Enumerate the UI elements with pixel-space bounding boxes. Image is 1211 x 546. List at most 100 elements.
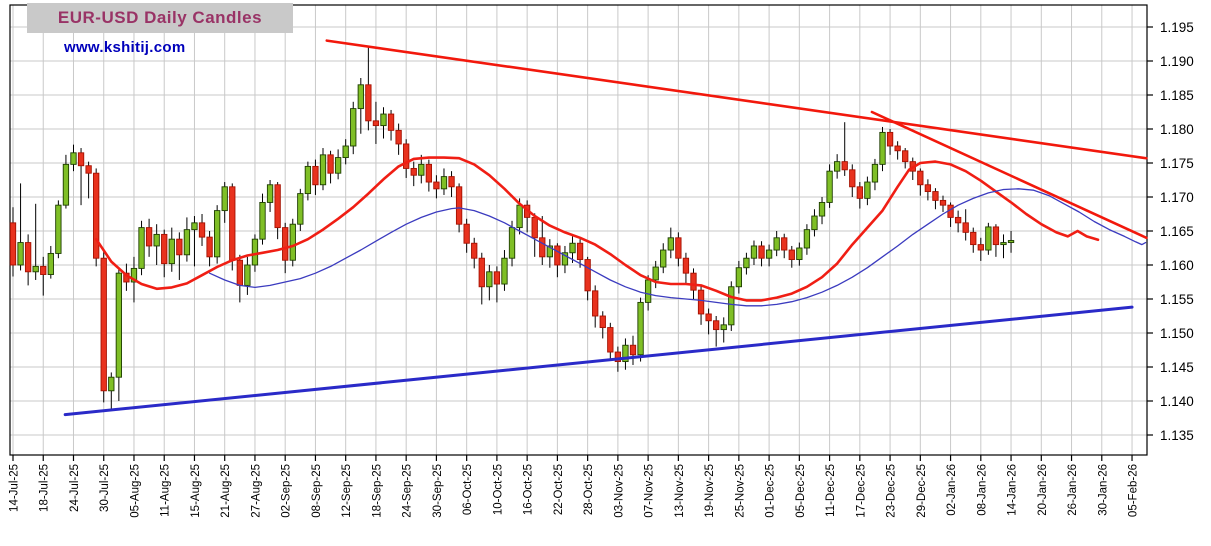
x-tick-label: 05-Dec-25	[795, 464, 807, 518]
candle-body	[24, 242, 32, 273]
bull-candle	[818, 197, 826, 225]
x-tick-label: 30-Sep-25	[432, 464, 444, 518]
candle-body	[486, 271, 493, 288]
bear-candle	[365, 47, 372, 131]
bear-candle	[410, 161, 417, 187]
watermark-link[interactable]: www.kshitij.com	[64, 39, 186, 56]
bear-candle	[40, 256, 47, 296]
candle-body	[546, 245, 553, 258]
candle-body	[599, 315, 606, 329]
x-tick-label: 14-Jul-25	[9, 464, 21, 512]
bull-candle	[115, 268, 123, 401]
bull-candle	[765, 244, 773, 267]
bull-candle	[168, 227, 175, 272]
candle-body	[403, 143, 410, 169]
candle-body	[319, 154, 327, 186]
bear-candle	[856, 182, 863, 209]
candle-body	[788, 249, 795, 261]
chart-title-box: EUR-USD Daily Candles	[27, 3, 293, 33]
x-tick-label: 14-Jan-26	[1007, 464, 1019, 516]
x-tick-label: 27-Aug-25	[250, 464, 262, 518]
bear-candle	[758, 241, 765, 267]
x-tick-label: 24-Sep-25	[402, 464, 414, 518]
candle-body	[818, 201, 826, 217]
bull-candle	[743, 252, 750, 275]
candle-body	[425, 163, 433, 183]
x-tick-label: 02-Jan-26	[946, 464, 958, 516]
bull-candle	[728, 281, 735, 331]
x-axis: 14-Jul-25 18-Jul-25 24-Jul-25 30-Jul-25 05-A…	[9, 455, 1140, 518]
candle-body	[758, 245, 765, 259]
y-tick-label: 1.140	[1160, 394, 1194, 409]
bull-candle	[871, 158, 879, 191]
candle-body	[176, 238, 183, 256]
bear-candle	[523, 200, 531, 233]
bear-candle	[629, 335, 637, 365]
candle-body	[191, 222, 198, 231]
bull-candle	[108, 372, 115, 410]
bull-candle	[17, 183, 24, 271]
x-tick-label: 01-Dec-25	[765, 464, 777, 518]
candle-body	[682, 257, 690, 274]
bear-candle	[448, 171, 455, 197]
candle-body	[289, 223, 296, 261]
candle-body	[1000, 242, 1007, 246]
bull-candle	[811, 209, 818, 237]
candle-body	[1007, 240, 1015, 244]
bull-candle	[622, 338, 629, 370]
chart-title: EUR-USD Daily Candles	[57, 8, 263, 27]
candle-body	[493, 271, 501, 285]
bull-candle	[735, 260, 743, 294]
x-tick-label: 03-Nov-25	[613, 464, 625, 518]
bear-candle	[781, 233, 788, 259]
bear-candle	[531, 213, 538, 257]
x-tick-label: 15-Aug-25	[190, 464, 202, 518]
bull-candle	[985, 222, 992, 255]
candle-body	[743, 257, 750, 269]
bull-candle	[569, 236, 576, 263]
candle-body	[849, 169, 856, 188]
candle-body	[9, 222, 17, 266]
bear-candle	[977, 237, 984, 261]
bull-candle	[864, 176, 871, 206]
candle-body	[236, 259, 243, 286]
candle-body	[183, 229, 191, 256]
candle-body	[856, 186, 863, 199]
candle-body	[750, 245, 758, 259]
candle-body	[871, 163, 879, 183]
candle-body	[992, 226, 1000, 246]
bull-candle	[266, 180, 274, 212]
bear-candle	[539, 216, 546, 265]
candle-body	[796, 247, 803, 261]
bull-candle	[244, 256, 251, 295]
bull-candle	[546, 239, 553, 268]
bear-candle	[592, 285, 599, 328]
candle-body	[40, 265, 47, 275]
x-tick-label: 21-Aug-25	[220, 464, 232, 518]
candle-body	[977, 244, 984, 251]
x-tick-label: 06-Oct-25	[462, 464, 474, 515]
y-tick-label: 1.185	[1160, 88, 1194, 103]
bull-candle	[380, 107, 387, 139]
bull-candle	[720, 317, 727, 343]
candle-body	[206, 236, 213, 258]
bear-candle	[705, 308, 712, 335]
ascending-support-trendline	[63, 305, 1134, 417]
candle-body	[629, 344, 637, 356]
x-tick-label: 11-Aug-25	[160, 464, 172, 517]
bear-candle	[312, 159, 319, 195]
candle-body	[501, 257, 508, 285]
candle-body	[297, 193, 304, 225]
candle-body	[138, 227, 145, 269]
candle-body	[667, 237, 674, 251]
candle-body	[652, 266, 659, 281]
bear-candle	[599, 311, 606, 339]
bull-candle	[55, 200, 62, 259]
candle-body	[970, 231, 977, 246]
candle-body	[637, 301, 644, 356]
candle-body	[531, 216, 538, 239]
candle-body	[213, 210, 221, 258]
candle-body	[77, 152, 85, 167]
bull-candle	[259, 193, 266, 245]
